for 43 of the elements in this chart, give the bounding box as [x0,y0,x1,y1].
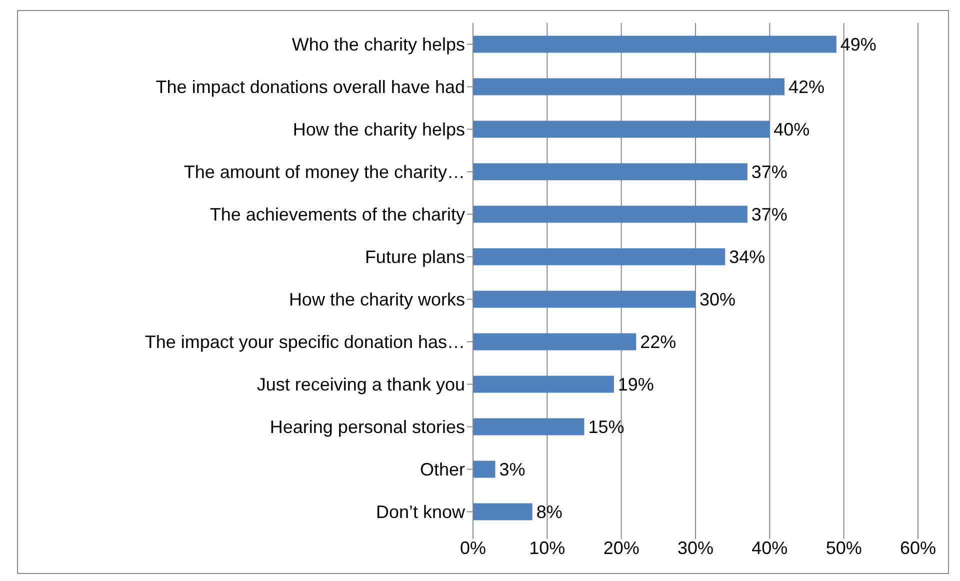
bar [473,36,836,53]
data-label: 19% [618,374,654,395]
bar [473,78,784,96]
y-tick-label: The amount of money the charity… [184,162,465,182]
data-label: 22% [640,332,676,352]
data-label: 40% [774,120,810,140]
data-label: 49% [840,34,876,55]
data-label: 42% [788,77,825,98]
x-tick-label: 10% [529,538,566,558]
x-tick-label: 60% [900,538,936,558]
x-tick-label: 50% [826,538,862,558]
y-tick-label: Who the charity helps [292,34,465,55]
bar [473,163,748,180]
data-label: 15% [588,417,624,438]
bar [473,460,496,478]
x-tick-label: 30% [677,538,714,558]
x-tick-label: 0% [460,538,486,558]
bar [473,290,696,308]
y-tick-label: The achievements of the charity [210,204,465,225]
y-tick-label: The impact donations overall have had [156,77,465,98]
data-label: 30% [700,290,736,310]
bar [473,418,584,436]
bar [473,503,532,520]
data-label: 37% [751,162,788,182]
bar [473,120,770,138]
x-tick-label: 20% [603,538,640,558]
y-tick-label: Future plans [364,247,465,268]
bar [473,376,614,393]
y-tick-label: The impact your specific donation has… [144,332,465,352]
y-tick-label: Don’t know [376,502,466,522]
x-tick-label: 40% [752,538,788,558]
data-label: 8% [536,502,562,522]
data-label: 3% [499,460,526,480]
y-tick-label: How the charity helps [292,120,465,140]
y-tick-label: Just receiving a thank you [256,374,465,395]
data-label: 34% [729,247,766,268]
bar [473,206,748,223]
y-tick-label: Hearing personal stories [270,417,465,438]
bar [473,248,726,266]
bar [473,333,636,350]
y-tick-label: Other [420,460,465,480]
y-tick-label: How the charity works [288,290,465,310]
data-label: 37% [751,204,788,225]
